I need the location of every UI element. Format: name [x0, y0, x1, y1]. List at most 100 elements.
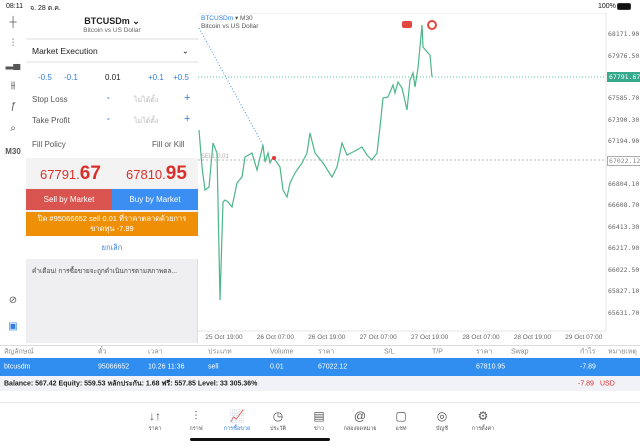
- settings-sliders-icon[interactable]: ⫵: [10, 80, 16, 91]
- nav-item[interactable]: ◎ บัญชี: [422, 409, 462, 433]
- bid-price: 67791.67: [40, 163, 101, 185]
- event-flag-icon[interactable]: [402, 21, 412, 28]
- stop-loss-minus[interactable]: -: [107, 93, 110, 102]
- stop-loss-input[interactable]: ไม่ได้ตั้ง: [134, 97, 159, 104]
- trade-table-header: สัญลักษณ์ ตั๋ว เวลา ประเภท Volume ราคา S/L T/P ร…: [0, 345, 640, 358]
- take-profit-input[interactable]: ไม่ได้ตั้ง: [134, 118, 159, 125]
- volume-plus-0.1[interactable]: +0.1: [148, 73, 164, 82]
- nav-label: ข่าว: [314, 426, 324, 432]
- ask-price: 67810.95: [126, 163, 187, 185]
- column-header[interactable]: เวลา: [148, 348, 163, 356]
- nav-icon: ▢: [395, 409, 407, 423]
- nav-icon: ▤: [313, 409, 325, 423]
- time-axis-label: 28 Oct 07:00: [462, 334, 500, 341]
- table-cell: 67022.12: [318, 363, 348, 371]
- column-header[interactable]: ราคา: [318, 348, 335, 356]
- nav-icon: @: [353, 409, 367, 423]
- table-cell: -7.89: [580, 363, 596, 371]
- column-header[interactable]: หมายเหตุ: [608, 348, 637, 356]
- chevron-down-icon: ⌄: [182, 46, 189, 55]
- volume-plus-0.5[interactable]: +0.5: [173, 73, 189, 82]
- current-price-tag: 67791.67: [607, 72, 640, 82]
- column-header[interactable]: กำไร: [580, 348, 596, 356]
- volume-input[interactable]: 0.01: [105, 73, 121, 82]
- table-cell: 10.26 11:36: [148, 363, 185, 371]
- balance-text: Balance: 567.42 Equity: 559.53 หลักประกั…: [4, 380, 258, 387]
- sell-entry-marker: [272, 156, 276, 160]
- stop-loss-plus[interactable]: +: [184, 92, 191, 104]
- price-chart[interactable]: BTCUSDm ▾ M30 Bitcoin vs US Dollar 68171…: [198, 13, 640, 345]
- candles-icon[interactable]: ⫶: [11, 38, 15, 49]
- buy-by-market-button[interactable]: Buy by Market: [112, 189, 198, 210]
- status-date: จ. 28 ต.ค.: [30, 5, 61, 12]
- chart-canvas: [198, 13, 607, 332]
- battery-icon: [617, 3, 631, 10]
- time-axis-label: 26 Oct 07:00: [256, 334, 295, 341]
- nav-item[interactable]: ↓↑ ราคา: [135, 409, 175, 433]
- status-bar: 08:11 จ. 28 ต.ค. 100%: [0, 0, 640, 13]
- close-order-message: ปิด #95066652 sell 0.01 ที่ราคาตลาดด้วยก…: [26, 212, 198, 236]
- nav-item[interactable]: 📈 การซื้อขาย: [217, 409, 257, 433]
- table-cell: sell: [208, 363, 219, 371]
- nav-item[interactable]: ◷ ประวัติ: [258, 409, 298, 433]
- cancel-button[interactable]: ยกเลิก: [26, 236, 198, 259]
- volume-minus-0.1[interactable]: -0.1: [64, 73, 78, 82]
- total-profit: -7.89: [578, 380, 594, 387]
- sell-by-market-button[interactable]: Sell by Market: [26, 189, 112, 210]
- time-axis-label: 27 Oct 19:00: [410, 334, 449, 341]
- home-indicator: [190, 438, 330, 441]
- chevron-down-icon: ⌄: [132, 16, 140, 26]
- time-axis-label: 28 Oct 19:00: [513, 334, 552, 341]
- nav-icon: 📈: [229, 409, 245, 423]
- crosshair-icon[interactable]: ┼: [9, 17, 17, 28]
- price-axis-label: 66608.70: [608, 201, 640, 209]
- nav-item[interactable]: ⫶ กราฟ: [176, 409, 216, 433]
- table-row[interactable]: btcusdm 95066652 10.26 11:36 sell 0.01 67022.…: [0, 358, 640, 376]
- timeframe-button[interactable]: M30: [5, 147, 21, 156]
- symbol-selector[interactable]: BTCUSDm ⌄: [26, 16, 198, 27]
- nav-label: กราฟ: [189, 426, 203, 432]
- take-profit-minus[interactable]: -: [107, 114, 110, 123]
- column-header[interactable]: S/L: [384, 348, 395, 356]
- execution-select[interactable]: Market Execution ⌄: [26, 40, 198, 62]
- volume-minus-0.5[interactable]: -0.5: [38, 73, 52, 82]
- order-trend-line: [198, 27, 264, 146]
- objects-icon[interactable]: ⌕: [10, 123, 16, 134]
- event-circle-icon[interactable]: [427, 20, 437, 30]
- function-icon[interactable]: ƒ: [10, 101, 16, 112]
- column-header[interactable]: ราคา: [476, 348, 493, 356]
- price-axis-label: 68171.90: [608, 30, 640, 38]
- nav-item[interactable]: ▢ แชท: [381, 409, 421, 433]
- ask-price-main: 67810.: [126, 167, 166, 182]
- nav-label: แชท: [395, 426, 407, 432]
- stop-loss-label: Stop Loss: [32, 95, 68, 104]
- column-header[interactable]: ประเภท: [208, 348, 232, 356]
- zoom-chart-icon[interactable]: ⊘: [8, 295, 18, 306]
- column-header[interactable]: Volume: [270, 348, 294, 356]
- column-header[interactable]: สัญลักษณ์: [4, 348, 34, 356]
- column-header[interactable]: T/P: [432, 348, 443, 356]
- nav-label: การตั้งค่า: [471, 426, 495, 432]
- nav-item[interactable]: @ กล่องจดหมาย: [340, 409, 380, 433]
- symbol-name: BTCUSDm: [84, 16, 130, 26]
- nav-icon: ◎: [436, 409, 448, 423]
- time-axis-label: 29 Oct 07:00: [565, 334, 603, 341]
- warning-text: คำเตือน! การซื้อขายจะถูกดำเนินการตามสภาพ…: [32, 268, 177, 275]
- column-header[interactable]: Swap: [511, 348, 529, 356]
- indicators-icon[interactable]: ▂▄: [5, 59, 21, 70]
- price-axis-label: 65631.70: [608, 309, 640, 317]
- time-axis-label: 26 Oct 19:00: [308, 334, 346, 341]
- trade-app-icon[interactable]: ▣: [8, 321, 18, 332]
- chart-title: BTCUSDm ▾ M30: [201, 15, 253, 22]
- nav-item[interactable]: ⚙ การตั้งค่า: [463, 409, 503, 433]
- currency: USD: [600, 380, 615, 387]
- balance-row: Balance: 567.42 Equity: 559.53 หลักประกั…: [0, 376, 640, 391]
- chart-symbol: BTCUSDm: [201, 15, 234, 22]
- nav-item[interactable]: ▤ ข่าว: [299, 409, 339, 433]
- column-header[interactable]: ตั๋ว: [98, 348, 107, 356]
- price-line: [198, 24, 433, 301]
- take-profit-plus[interactable]: +: [184, 113, 191, 125]
- fill-policy-select[interactable]: Fill or Kill: [152, 140, 185, 149]
- nav-icon: ↓↑: [149, 409, 161, 423]
- execution-label: Market Execution: [32, 45, 98, 56]
